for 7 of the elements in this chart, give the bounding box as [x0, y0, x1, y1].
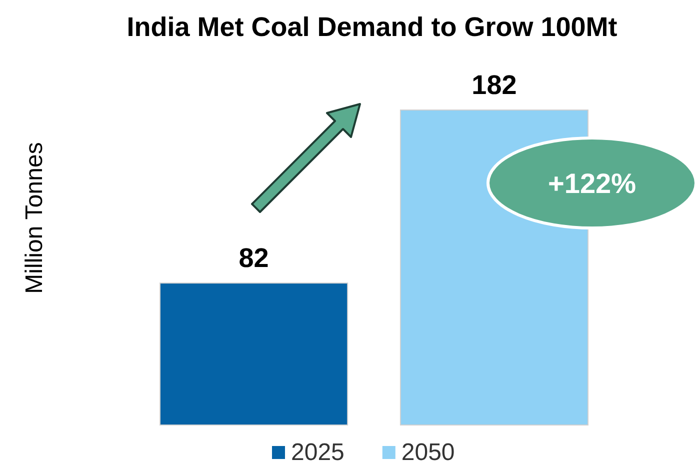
y-axis-title: Million Tonnes	[21, 142, 48, 294]
legend-label: 2050	[401, 439, 455, 466]
data-label: 82	[238, 243, 269, 274]
data-label: 182	[472, 70, 517, 100]
legend-label: 2025	[291, 439, 344, 466]
annotation: +122%	[548, 168, 636, 199]
chart-title: India Met Coal Demand to Grow 100Mt	[126, 12, 618, 42]
